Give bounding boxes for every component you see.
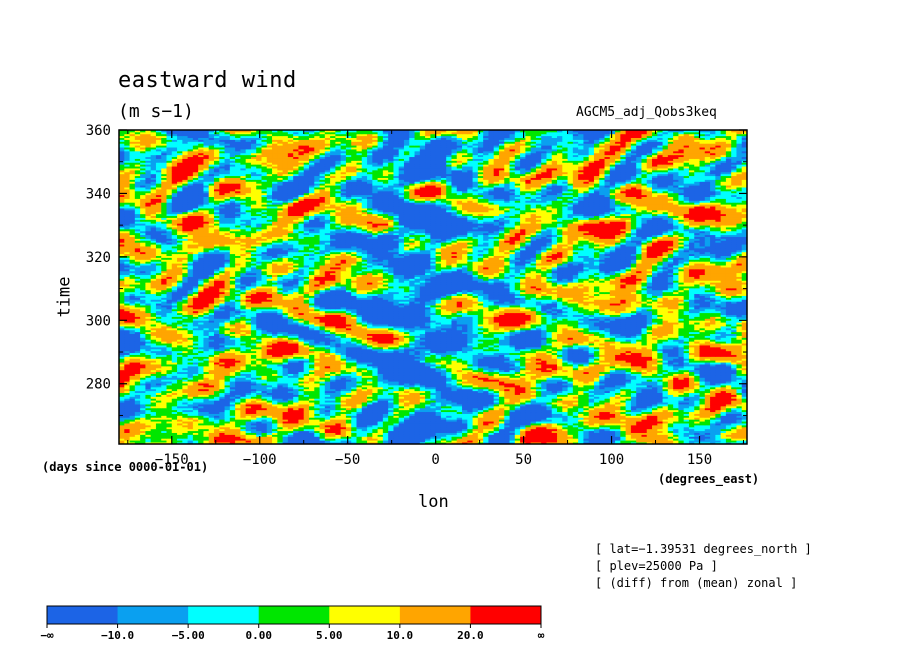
heatmap-cells — [119, 130, 747, 444]
